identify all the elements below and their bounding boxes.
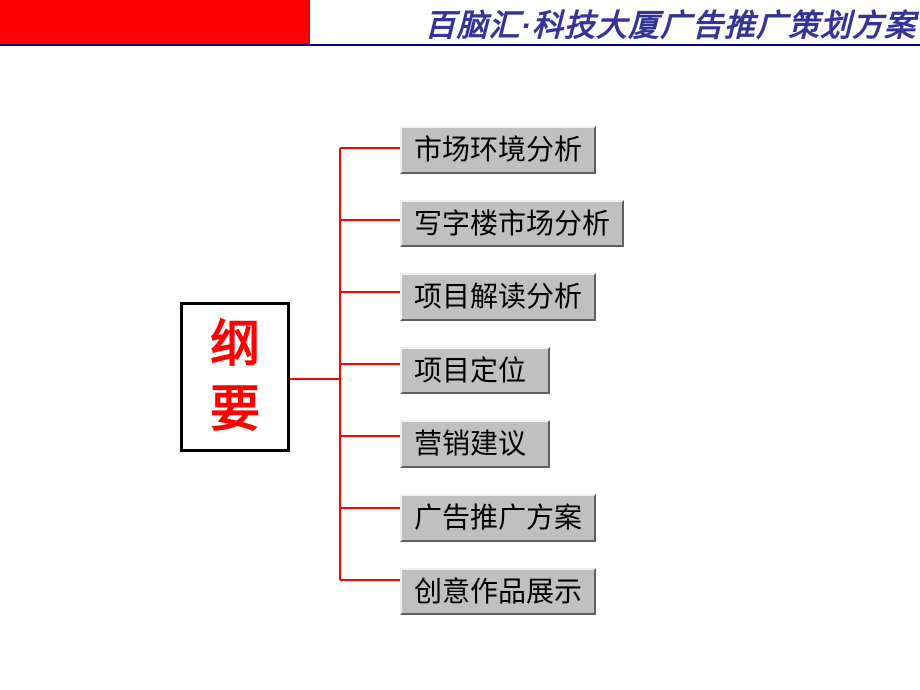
branch-node: 广告推广方案	[400, 494, 596, 542]
header-red-block	[0, 0, 310, 44]
diagram-content: 纲 要 市场环境分析 写字楼市场分析 项目解读分析 项目定位 营销建议 广告推广…	[0, 46, 920, 688]
branch-node: 项目解读分析	[400, 273, 596, 321]
branch-node: 营销建议	[400, 420, 550, 468]
tree-connectors	[290, 126, 405, 686]
header-bar: 百脑汇·科技大厦广告推广策划方案	[0, 0, 920, 46]
root-node: 纲 要	[180, 302, 290, 452]
branch-list: 市场环境分析 写字楼市场分析 项目解读分析 项目定位 营销建议 广告推广方案 创…	[400, 126, 624, 615]
branch-node: 市场环境分析	[400, 126, 596, 174]
branch-node: 创意作品展示	[400, 568, 596, 616]
root-text-line2: 要	[210, 377, 260, 442]
branch-node: 项目定位	[400, 347, 550, 395]
header-title-section: 百脑汇·科技大厦广告推广策划方案	[310, 0, 920, 44]
root-text-line1: 纲	[210, 312, 260, 377]
branch-node: 写字楼市场分析	[400, 200, 624, 248]
page-title: 百脑汇·科技大厦广告推广策划方案	[425, 0, 916, 45]
